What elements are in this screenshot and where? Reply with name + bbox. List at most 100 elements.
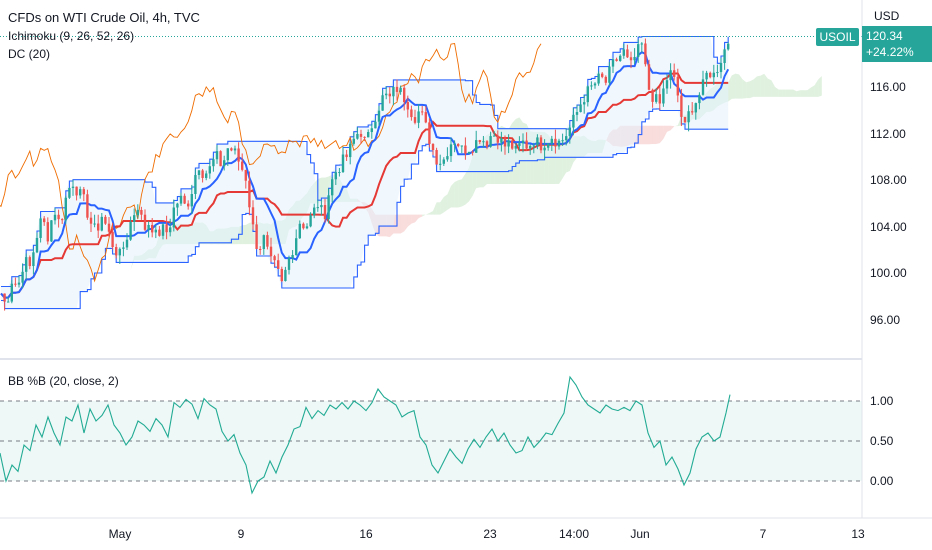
candle-body — [219, 151, 222, 167]
candle-body — [122, 247, 125, 249]
candle-body — [75, 186, 78, 196]
candle-body — [381, 95, 384, 111]
candle-body — [259, 248, 262, 250]
candle-body — [172, 207, 175, 228]
currency-label[interactable]: USD — [874, 9, 900, 23]
cloud-segment — [433, 202, 437, 215]
cloud-segment — [461, 173, 466, 207]
candle-body — [719, 63, 723, 73]
candle-body — [143, 214, 147, 230]
candle-body — [349, 143, 352, 158]
donchian-legend[interactable]: DC (20) — [8, 47, 51, 61]
candle-body — [327, 195, 330, 220]
cloud-segment — [775, 86, 779, 97]
candle-body — [428, 122, 431, 144]
candle-body — [388, 93, 391, 97]
candle-body — [82, 189, 85, 195]
candle-body — [356, 133, 359, 139]
cloud-segment — [663, 125, 667, 139]
candle-body — [125, 239, 129, 248]
y-tick-label: 112.00 — [870, 127, 906, 141]
candle-body — [665, 80, 669, 89]
candle-body — [10, 283, 13, 302]
candle-body — [43, 218, 46, 223]
y-tick-label: 116.00 — [870, 80, 906, 94]
candle-body — [586, 86, 589, 103]
ichimoku-legend[interactable]: Ichimoku (9, 26, 52, 26) — [8, 29, 135, 43]
candle-body — [107, 223, 111, 232]
candle-body — [680, 95, 683, 117]
cloud-segment — [674, 125, 678, 127]
donchian-lower — [1, 108, 729, 310]
candle-body — [543, 147, 546, 151]
candle-body — [176, 203, 179, 208]
cloud-segment — [458, 179, 462, 208]
candle-body — [255, 224, 258, 249]
candle-body — [104, 216, 107, 224]
candle-body — [413, 117, 417, 123]
candle-body — [25, 257, 28, 272]
candle-body — [478, 140, 481, 143]
osc-tick-label: 1.00 — [870, 394, 894, 408]
cloud-segment — [800, 90, 804, 97]
candle-body — [637, 44, 640, 58]
cloud-segment — [793, 89, 797, 97]
candle-body — [604, 76, 607, 83]
candle-body — [251, 207, 255, 225]
candle-body — [374, 121, 377, 129]
candle-body — [262, 235, 265, 250]
cloud-segment — [796, 90, 801, 97]
candle-body — [493, 135, 496, 137]
candle-body — [655, 94, 658, 102]
candle-body — [280, 268, 283, 282]
cloud-segment — [782, 89, 786, 97]
candle-body — [550, 138, 553, 144]
candle-body — [597, 73, 600, 84]
candle-body — [129, 221, 132, 240]
candle-body — [241, 161, 244, 170]
candle-body — [359, 133, 363, 137]
cloud-segment — [400, 214, 405, 234]
candle-body — [68, 187, 71, 198]
candle-body — [590, 85, 593, 87]
candle-body — [194, 175, 197, 195]
candle-body — [50, 220, 53, 242]
candle-body — [557, 140, 561, 147]
candle-body — [46, 222, 49, 242]
cloud-segment — [641, 125, 646, 145]
cloud-segment — [811, 85, 815, 97]
candle-body — [363, 136, 366, 138]
candle-body — [511, 140, 514, 149]
cloud-segment — [94, 293, 99, 298]
candle-body — [608, 66, 611, 83]
candle-body — [683, 116, 687, 123]
candle-body — [133, 215, 136, 222]
candle-body — [694, 103, 697, 113]
pane-frame — [0, 0, 932, 519]
candle-body — [89, 217, 93, 224]
bbpctb-legend[interactable]: BB %B (20, close, 2) — [8, 374, 119, 388]
candle-body — [140, 209, 143, 215]
candle-body — [345, 154, 348, 158]
tenkan-sen — [0, 51, 730, 299]
candle-body — [395, 86, 399, 92]
candle-body — [320, 205, 323, 208]
candle-body — [298, 223, 301, 239]
cloud-segment — [785, 89, 790, 97]
cloud-segment — [818, 76, 822, 97]
y-tick-label: 96.00 — [870, 313, 901, 327]
candle-body — [151, 224, 154, 233]
ichimoku-lines — [0, 42, 730, 299]
kijun-sen — [0, 72, 729, 299]
chart-title: CFDs on WTI Crude Oil, 4h, TVC — [8, 10, 200, 25]
cloud-segment — [242, 224, 246, 245]
x-tick-label: May — [108, 527, 132, 541]
candle-body — [460, 145, 463, 147]
cloud-segment — [645, 125, 649, 145]
candle-body — [205, 173, 208, 178]
candle-body — [410, 109, 413, 118]
candle-body — [611, 59, 615, 67]
candle-body — [100, 216, 103, 231]
candle-body — [457, 144, 460, 147]
